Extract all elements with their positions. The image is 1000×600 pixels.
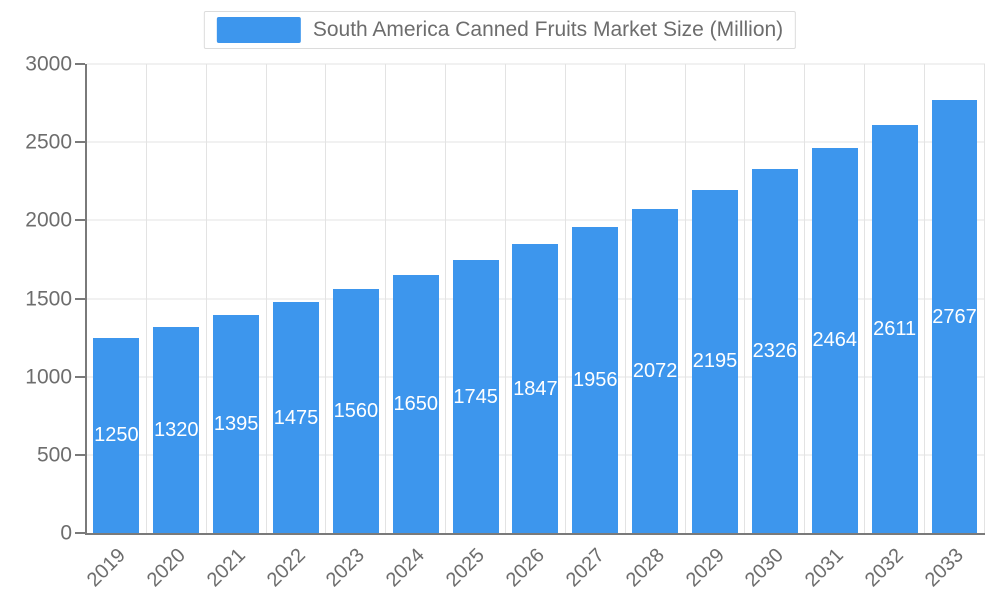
plot-area: 1250 1320 1395 1475 1560 1650 1745 1847 1956 2072… xyxy=(75,63,985,535)
x-tick-label: 2031 xyxy=(801,544,849,592)
bar-value-label: 1250 xyxy=(94,424,139,447)
bar-2027[interactable]: 1956 xyxy=(572,227,619,533)
x-tick-label: 2030 xyxy=(741,544,789,592)
bar-value-label: 1395 xyxy=(213,412,259,435)
bar-2028[interactable]: 2072 xyxy=(632,209,679,533)
category-column: 2464 xyxy=(805,64,866,533)
bar-2031[interactable]: 2464 xyxy=(811,147,858,533)
bar-value-label: 2767 xyxy=(932,305,977,328)
y-tick-label: 2000 xyxy=(25,208,72,232)
bar-2019[interactable]: 1250 xyxy=(93,337,140,533)
y-tick-mark xyxy=(75,297,85,300)
bar-value-label: 1320 xyxy=(154,418,199,441)
category-column: 1250 xyxy=(87,64,147,533)
bar-2024[interactable]: 1650 xyxy=(392,275,439,533)
x-tick-label: 2025 xyxy=(441,544,489,592)
y-tick-label: 500 xyxy=(36,443,72,467)
bar-2022[interactable]: 1475 xyxy=(273,302,319,533)
y-axis: 0 500 1000 1500 2000 2500 3000 xyxy=(0,54,72,544)
bar-2030[interactable]: 2326 xyxy=(751,169,798,533)
y-tick-label: 2500 xyxy=(25,130,72,154)
y-tick-mark xyxy=(75,63,85,65)
category-column: 2195 xyxy=(686,64,746,533)
y-tick-mark xyxy=(75,141,85,144)
bar-value-label: 1650 xyxy=(393,393,438,416)
h-gridline xyxy=(87,63,985,65)
h-gridline xyxy=(87,141,985,143)
bar-value-label: 2464 xyxy=(812,329,857,352)
bar-2025[interactable]: 1745 xyxy=(452,260,499,533)
y-tick-label: 1500 xyxy=(25,287,72,310)
x-tick-label: 2023 xyxy=(322,544,370,592)
y-tick-mark xyxy=(75,453,85,456)
category-column: 1650 xyxy=(386,64,447,533)
y-tick-label: 3000 xyxy=(25,52,72,76)
legend[interactable]: South America Canned Fruits Market Size … xyxy=(203,11,797,49)
bar-2023[interactable]: 1560 xyxy=(332,289,379,533)
x-tick-label: 2029 xyxy=(681,544,729,592)
y-tick-label: 1000 xyxy=(25,365,72,389)
bar-value-label: 1745 xyxy=(453,385,498,408)
bar-value-label: 2195 xyxy=(692,350,738,373)
bar-2026[interactable]: 1847 xyxy=(512,244,559,533)
x-tick-label: 2027 xyxy=(561,544,609,592)
x-tick-label: 2033 xyxy=(920,544,968,592)
category-column: 2611 xyxy=(865,64,926,533)
bar-value-label: 2611 xyxy=(873,317,917,340)
h-gridline xyxy=(87,219,985,221)
bar-2033[interactable]: 2767 xyxy=(931,100,978,533)
bar-2032[interactable]: 2611 xyxy=(871,124,918,533)
x-tick-label: 2021 xyxy=(202,544,250,592)
legend-swatch-icon xyxy=(216,17,301,43)
x-axis: 2019 2020 2021 2022 2023 2024 2025 2026 2027 2028… xyxy=(82,535,983,599)
category-column: 1847 xyxy=(506,64,566,533)
y-tick-mark xyxy=(75,219,85,222)
legend-label: South America Canned Fruits Market Size … xyxy=(312,18,784,41)
x-tick-label: 2024 xyxy=(382,544,430,592)
bar-2029[interactable]: 2195 xyxy=(692,189,738,533)
x-tick-label: 2028 xyxy=(621,544,669,592)
bar-value-label: 1847 xyxy=(513,377,558,400)
bar-value-label: 1475 xyxy=(273,406,319,429)
category-column: 1745 xyxy=(446,64,507,533)
bar-2020[interactable]: 1320 xyxy=(153,326,200,533)
category-column: 1395 xyxy=(207,64,267,533)
category-column: 1475 xyxy=(267,64,327,533)
x-tick-label: 2022 xyxy=(262,544,310,592)
bars-container: 1250 1320 1395 1475 1560 1650 1745 1847 1956 2072… xyxy=(87,64,985,533)
y-tick-mark xyxy=(75,375,85,378)
x-tick-label: 2032 xyxy=(861,544,909,592)
y-tick-label: 0 xyxy=(60,521,72,545)
bar-value-label: 2072 xyxy=(632,360,678,383)
bar-value-label: 1560 xyxy=(333,400,379,423)
x-tick-label: 2019 xyxy=(82,544,130,592)
y-tick-mark xyxy=(75,532,85,534)
category-column: 2326 xyxy=(745,64,806,533)
category-column: 1956 xyxy=(566,64,626,533)
category-column: 1320 xyxy=(147,64,207,533)
x-tick-label: 2020 xyxy=(142,544,190,592)
bar-2021[interactable]: 1395 xyxy=(213,314,260,533)
bar-value-label: 1956 xyxy=(573,369,618,392)
category-column: 1560 xyxy=(326,64,387,533)
category-column: 2767 xyxy=(925,64,985,533)
category-column: 2072 xyxy=(626,64,686,533)
x-tick-label: 2026 xyxy=(501,544,549,592)
bar-value-label: 2326 xyxy=(752,340,798,363)
